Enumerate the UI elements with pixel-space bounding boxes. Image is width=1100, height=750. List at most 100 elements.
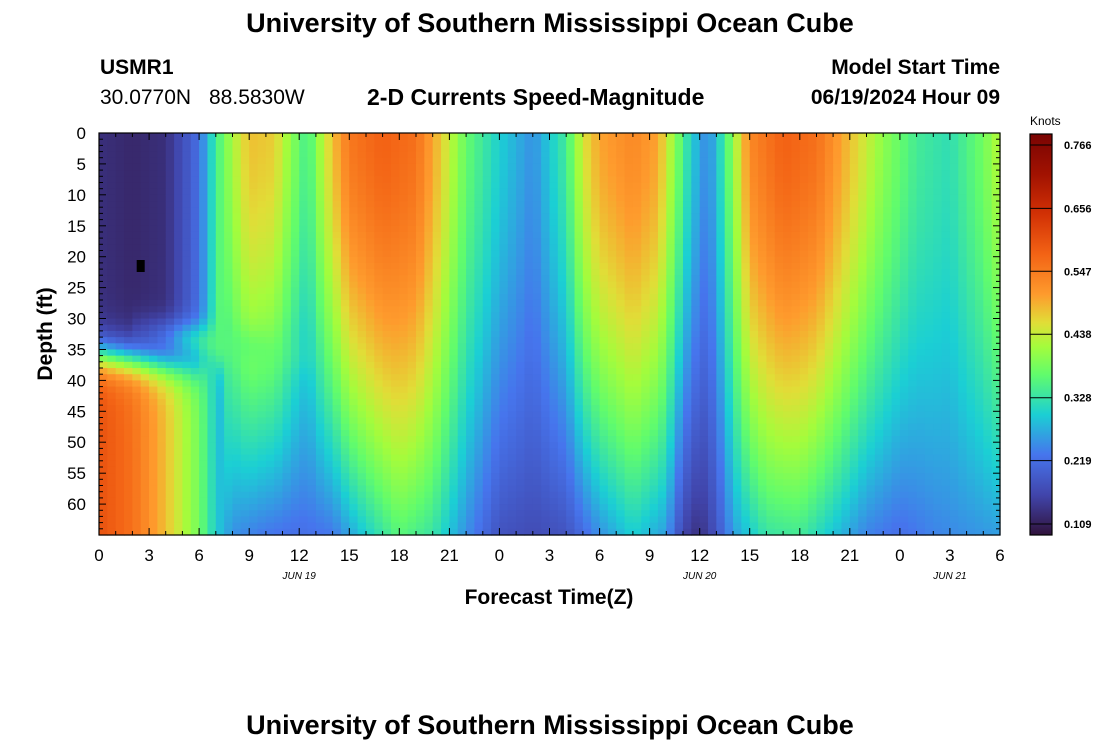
heatmap-cell: [666, 244, 676, 252]
heatmap-cell: [249, 473, 259, 480]
heatmap-cell: [124, 411, 133, 419]
heatmap-cell: [240, 244, 250, 252]
heatmap-cell: [724, 528, 734, 536]
heatmap-cell: [290, 417, 300, 425]
heatmap-cell: [290, 231, 300, 239]
heatmap-cell: [157, 176, 167, 184]
heatmap-cell: [532, 262, 542, 270]
heatmap-cell: [365, 231, 375, 239]
heatmap-cell: [299, 176, 309, 184]
heatmap-cell: [491, 163, 501, 171]
heatmap-cell: [124, 380, 133, 388]
heatmap-cell: [541, 516, 551, 524]
heatmap-cell: [249, 504, 259, 511]
heatmap-cell: [632, 485, 642, 493]
heatmap-cell: [599, 411, 609, 419]
heatmap-cell: [591, 324, 601, 332]
heatmap-cell: [682, 244, 692, 252]
heatmap-cell: [240, 213, 250, 221]
heatmap-cell: [682, 145, 692, 153]
heatmap-cell: [107, 454, 117, 462]
heatmap-cell: [340, 231, 350, 239]
heatmap-cell: [733, 176, 742, 184]
heatmap-cell: [441, 491, 450, 499]
heatmap-cell: [140, 194, 150, 202]
heatmap-cell: [257, 238, 267, 245]
heatmap-cell: [140, 157, 150, 165]
heatmap-cell: [649, 349, 659, 357]
heatmap-cell: [190, 287, 200, 295]
heatmap-cell: [265, 405, 275, 412]
heatmap-cell: [666, 306, 676, 313]
heatmap-cell: [457, 504, 467, 511]
heatmap-cell: [99, 287, 108, 295]
heatmap-cell: [124, 145, 133, 153]
station-id: USMR1: [100, 56, 174, 79]
heatmap-cell: [616, 343, 626, 351]
heatmap-cell: [249, 330, 259, 338]
heatmap-cell: [691, 163, 701, 171]
heatmap-cell: [399, 287, 409, 295]
heatmap-cell: [340, 528, 350, 536]
heatmap-cell: [616, 479, 626, 487]
heatmap-cell: [307, 287, 317, 295]
heatmap-cell: [557, 151, 567, 159]
heatmap-cell: [541, 479, 551, 487]
heatmap-cell: [682, 182, 692, 190]
heatmap-cell: [149, 516, 158, 524]
heatmap-cell: [190, 269, 200, 276]
heatmap-cell: [332, 151, 342, 159]
heatmap-cell: [357, 479, 367, 487]
heatmap-cell: [282, 238, 292, 245]
heatmap-cell: [507, 275, 517, 283]
heatmap-cell: [416, 151, 425, 159]
heatmap-cell: [424, 429, 434, 437]
heatmap-cell: [249, 510, 259, 518]
heatmap-cell: [491, 145, 501, 153]
heatmap-cell: [524, 170, 534, 177]
heatmap-cell: [207, 330, 217, 338]
heatmap-cell: [182, 466, 192, 474]
heatmap-cell: [632, 497, 642, 505]
heatmap-cell: [140, 485, 150, 493]
heatmap-cell: [424, 368, 434, 375]
heatmap-cell: [382, 201, 392, 208]
heatmap-cell: [199, 330, 209, 338]
heatmap-cell: [124, 330, 133, 338]
heatmap-cell: [466, 275, 476, 283]
heatmap-cell: [382, 157, 392, 165]
heatmap-cell: [524, 262, 534, 270]
heatmap-cell: [257, 343, 267, 351]
heatmap-cell: [474, 145, 484, 153]
heatmap-cell: [115, 213, 125, 221]
heatmap-cell: [107, 386, 117, 394]
heatmap-cell: [332, 417, 342, 425]
heatmap-cell: [132, 170, 142, 177]
heatmap-cell: [532, 337, 542, 344]
heatmap-cell: [215, 275, 225, 283]
heatmap-cell: [99, 207, 108, 214]
heatmap-cell: [691, 386, 701, 394]
heatmap-cell: [140, 244, 150, 252]
heatmap-cell: [332, 330, 342, 338]
heatmap-cell: [557, 491, 567, 499]
heatmap-cell: [566, 528, 576, 536]
heatmap-cell: [349, 250, 359, 258]
heatmap-cell: [599, 368, 609, 375]
heatmap-cell: [190, 213, 200, 221]
heatmap-cell: [616, 244, 626, 252]
heatmap-cell: [107, 417, 117, 425]
heatmap-cell: [240, 250, 250, 258]
heatmap-cell: [232, 188, 242, 196]
heatmap-cell: [557, 250, 567, 258]
heatmap-cell: [507, 429, 517, 437]
heatmap-cell: [682, 479, 692, 487]
heatmap-cell: [516, 306, 526, 313]
heatmap-cell: [115, 287, 125, 295]
heatmap-cell: [324, 355, 334, 363]
heatmap-cell: [324, 201, 334, 208]
heatmap-cell: [649, 510, 659, 518]
heatmap-cell: [591, 207, 601, 214]
heatmap-cell: [733, 133, 742, 140]
heatmap-cell: [491, 293, 501, 301]
